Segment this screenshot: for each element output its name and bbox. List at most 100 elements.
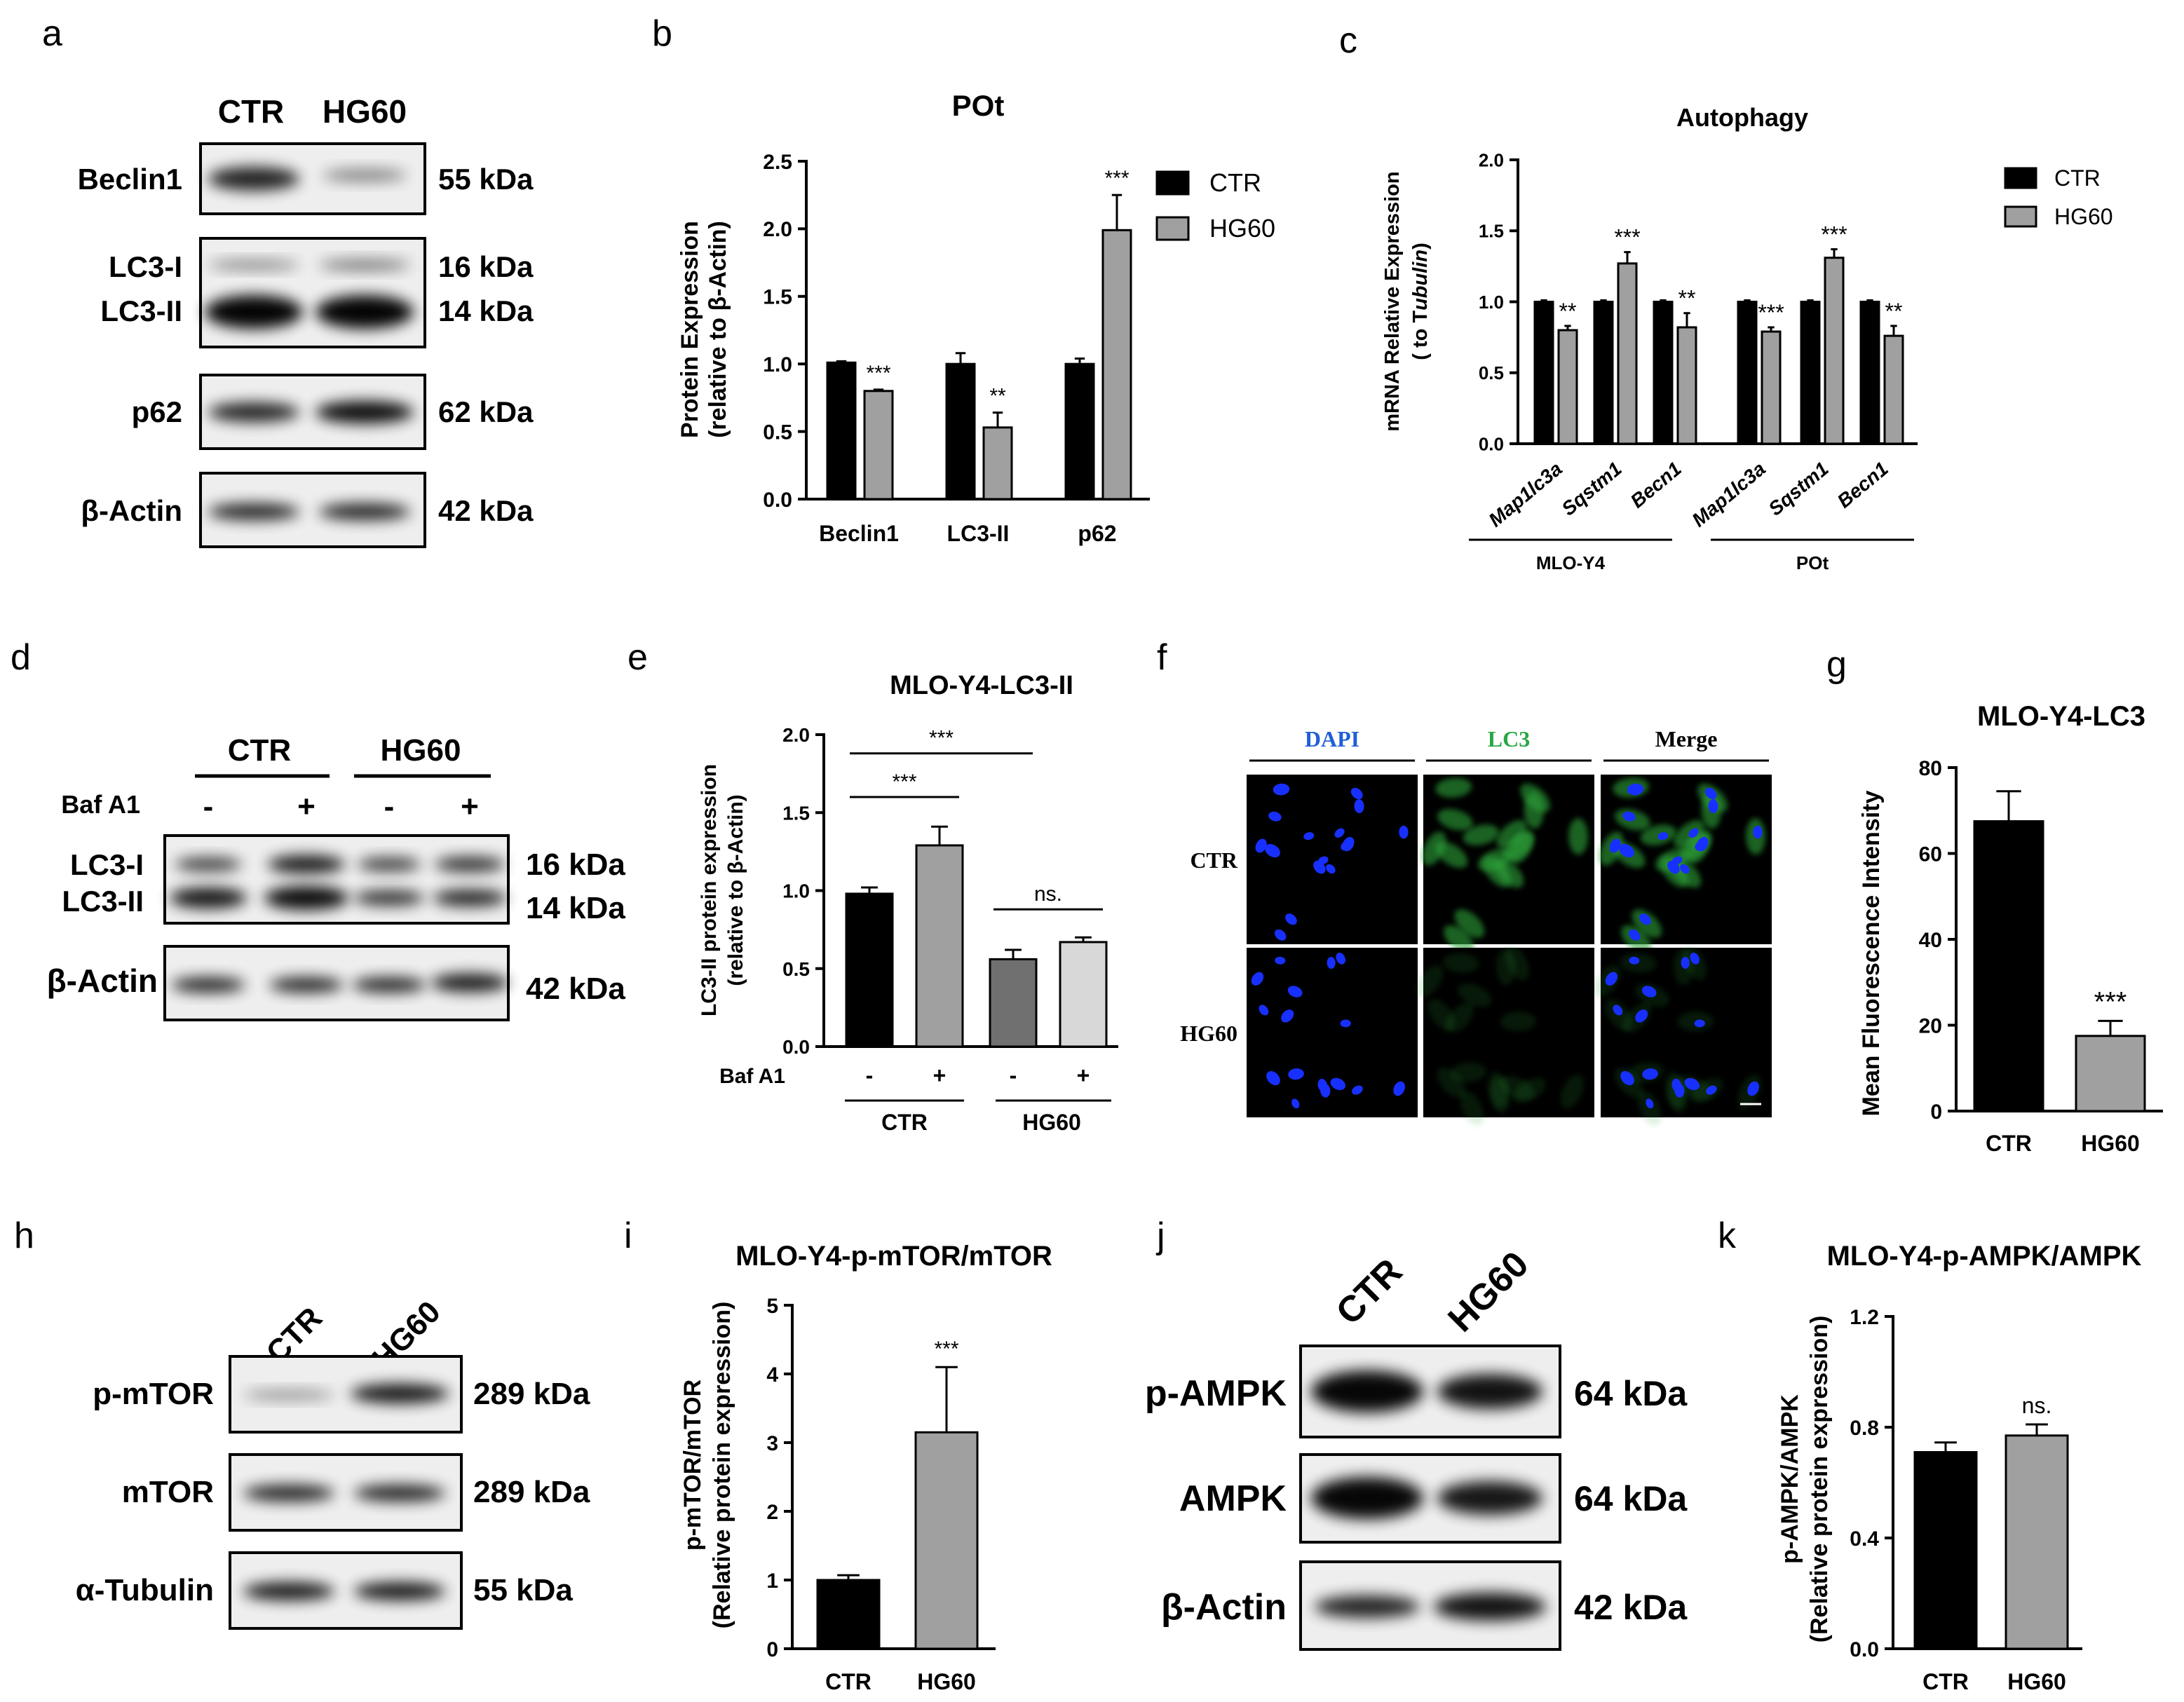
nucleus: [1747, 1081, 1759, 1096]
nucleus: [1336, 953, 1345, 965]
blot-band: [1311, 1477, 1423, 1519]
if-image: [1599, 775, 1772, 954]
blot-band: [1311, 1370, 1423, 1412]
lc3-signal: [1560, 1074, 1585, 1109]
blot-mtor: [229, 1453, 463, 1532]
if-image: [1416, 946, 1594, 1126]
bar: [1883, 334, 1904, 445]
nucleus: [1326, 864, 1336, 874]
kda-lc3-ii: 14 kDa: [438, 294, 534, 327]
nucleus: [1273, 783, 1290, 796]
y-tick-label: 2.0: [782, 724, 810, 746]
nucleus: [1690, 953, 1700, 965]
blot-band: [351, 1384, 449, 1403]
lc3-signal: [1524, 792, 1544, 829]
baf-label: Baf A1: [61, 790, 140, 819]
lane-label-hg60: HG60: [323, 93, 407, 130]
blot-band: [323, 169, 407, 182]
significance-label: ***: [934, 1337, 958, 1361]
bar: [1059, 941, 1108, 1048]
lane-label-hg60-j: HG60: [1440, 1244, 1536, 1340]
blot-band: [433, 890, 507, 906]
kda-lc3-i-d: 16 kDa: [526, 847, 625, 882]
nucleus: [1609, 838, 1621, 853]
row-label-hg60: HG60: [1180, 1021, 1237, 1046]
legend-label: CTR: [1209, 168, 1261, 197]
nucleus: [1674, 1083, 1685, 1098]
nucleus: [1268, 811, 1282, 822]
y-axis-label: ( to Tubulin): [1409, 243, 1432, 360]
nucleus: [1259, 1005, 1269, 1016]
y-tick-label: 5: [766, 1295, 778, 1318]
y-tick-label: 0.5: [782, 958, 810, 980]
bar: [1064, 362, 1095, 501]
significance-label: ns.: [1034, 883, 1062, 906]
y-tick-label: 2.5: [763, 151, 792, 174]
significance-label: **: [1559, 299, 1577, 324]
blot-band: [175, 857, 242, 871]
bar: [1824, 257, 1845, 445]
lc3-signal: [1483, 856, 1512, 887]
blot-band: [431, 974, 508, 992]
row-label-beclin1: Beclin1: [78, 163, 182, 196]
chart-k: 0.0 0.4 0.8 1.2 MLO-Y4-p-AMPK/AMPK p-AMPK/AMP…: [1777, 1241, 2142, 1694]
bar: [1653, 301, 1674, 445]
row-label-lc3-ii-d: LC3-II: [62, 885, 144, 918]
lc3-signal: [1509, 830, 1533, 864]
panel-letter-j: j: [1155, 1216, 1165, 1256]
nucleus: [1627, 783, 1644, 796]
blot-band: [319, 259, 410, 271]
if-image: [1247, 775, 1418, 944]
legend-swatch: [1155, 170, 1190, 196]
lc3-signal: [1444, 925, 1474, 954]
significance-label: **: [1678, 286, 1696, 311]
blot-band: [269, 977, 344, 993]
y-tick-label: 20: [1919, 1014, 1942, 1037]
row-label-p-mtor: p-mTOR: [93, 1377, 214, 1411]
x-category-label: LC3-II: [947, 521, 1010, 546]
x-category-label: p62: [1078, 521, 1116, 546]
nucleus: [1628, 929, 1641, 941]
nucleus: [1281, 1009, 1294, 1023]
group-label: POt: [1796, 552, 1829, 573]
y-tick-label: 0.0: [1850, 1638, 1879, 1661]
blot-band: [208, 167, 299, 191]
y-tick-label: 1.5: [1479, 221, 1504, 242]
y-tick-label: 0: [1930, 1101, 1942, 1124]
y-tick-label: 40: [1919, 929, 1942, 952]
y-tick-label: 60: [1919, 843, 1942, 866]
y-tick-label: 3: [766, 1432, 778, 1455]
blot-band: [319, 503, 410, 520]
x-category-label: -: [866, 1063, 874, 1088]
baf-sign: +: [297, 789, 316, 824]
kda-p62: 62 kDa: [438, 395, 534, 428]
bar: [1973, 820, 2044, 1112]
lc3-signal: [1500, 1012, 1537, 1032]
baf-sign: -: [384, 789, 395, 824]
nucleus: [1696, 836, 1709, 852]
lc3-signal: [1454, 909, 1485, 938]
blot-band: [354, 890, 424, 906]
y-tick-label: 0.0: [1479, 433, 1504, 454]
kda-tubulin: 55 kDa: [473, 1573, 573, 1607]
nucleus: [1393, 1081, 1405, 1096]
y-axis-label: (relative to β-Actin): [724, 794, 747, 986]
nucleus: [1619, 844, 1634, 858]
bar: [945, 362, 976, 501]
x-category-label: CTR: [1922, 1669, 1969, 1694]
row-label-actin-j: β-Actin: [1161, 1587, 1287, 1628]
blot-p-ampk: [1299, 1344, 1561, 1438]
chart-title: POt: [952, 89, 1005, 122]
bar: [1676, 326, 1697, 445]
nucleus: [1320, 1083, 1331, 1098]
x-category-label: Map1lc3a: [1688, 458, 1770, 531]
kda-ampk: 64 kDa: [1574, 1479, 1688, 1518]
nucleus: [1266, 1070, 1280, 1086]
if-image: [1247, 948, 1418, 1117]
blot-lc3-d: [163, 834, 510, 925]
if-frame: [1247, 948, 1418, 1117]
lc3-signal: [1496, 819, 1527, 849]
y-axis-label: (Relative protein expression): [1806, 1316, 1833, 1643]
blot-band: [316, 401, 414, 423]
x-category-label: -: [1010, 1063, 1017, 1088]
